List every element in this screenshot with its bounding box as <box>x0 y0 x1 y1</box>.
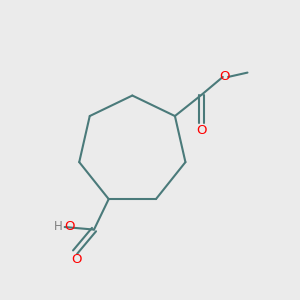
Text: O: O <box>71 253 82 266</box>
Text: O: O <box>65 220 75 232</box>
Text: O: O <box>219 70 230 83</box>
Text: O: O <box>197 124 207 137</box>
Text: H: H <box>54 220 63 232</box>
